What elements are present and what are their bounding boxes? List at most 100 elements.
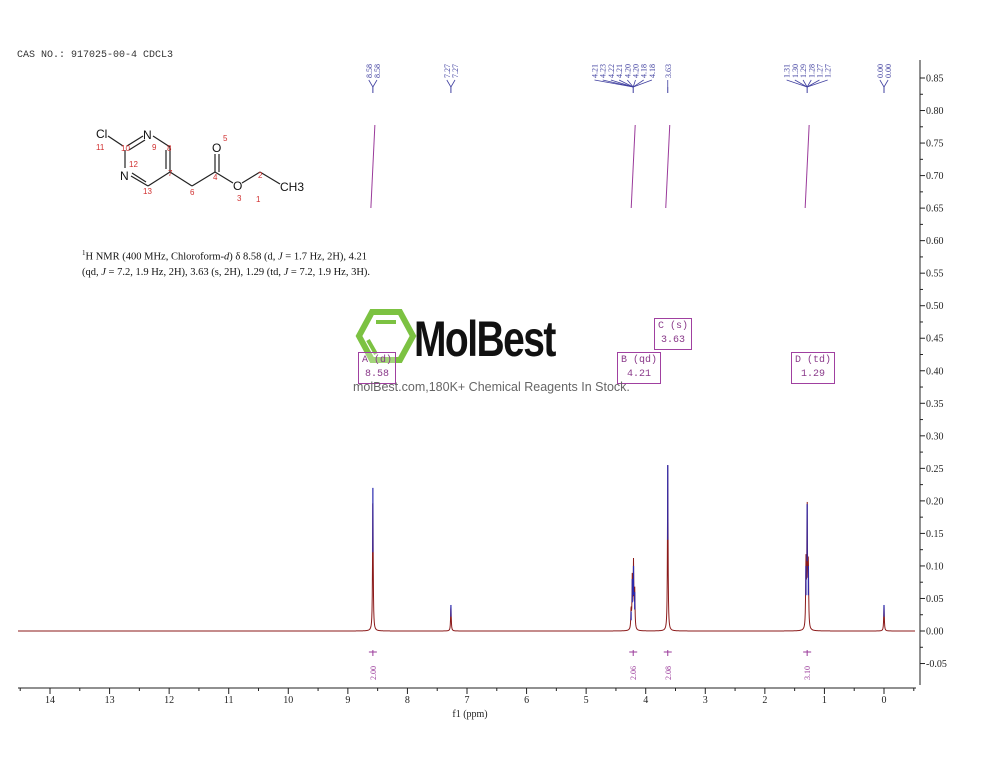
y-tick-label: 0.80 [926,106,944,117]
integral-value: 2.08 [664,666,673,680]
desc-text: H NMR (400 MHz, Chloroform- [85,251,225,263]
peak-shift-label: 8.58 [373,64,382,78]
peak-shift-label: 1.30 [791,64,800,78]
y-tick-label: 0.70 [926,171,944,182]
x-axis-label: f1 (ppm) [452,709,487,720]
peak-shift-label: 8.58 [365,64,374,78]
y-tick-label: 0.35 [926,399,944,410]
peak-label-connector [802,79,808,88]
integral-curve [630,124,636,209]
peak-label-connector [602,79,634,88]
integral-value: 3.10 [803,666,812,680]
multiplet-annotation: C (s) 3.63 [654,318,693,350]
atom-number: 3 [237,194,242,203]
desc-italic: J [101,266,106,278]
x-tick-label: 11 [224,695,234,706]
atom-number: 4 [213,173,218,182]
peak-shift-label: 1.29 [799,64,808,78]
x-tick-label: 0 [882,695,887,706]
atom-n12: N [120,169,129,183]
integral-value: 2.00 [369,666,378,680]
peak-shift-label: 0.00 [884,64,893,78]
peak-label-connector [806,79,820,88]
multiplet-shift: 8.58 [365,369,390,380]
y-tick-label: 0.45 [926,334,944,345]
peak-shift-label: 4.18 [648,64,657,78]
peak-shift-label: 1.27 [824,64,833,78]
atom-number: 6 [190,188,195,197]
cas-label: CAS NO.: 917025-00-4 CDCL3 [17,50,174,61]
multiplet-label: D (td) [795,355,832,366]
atom-cl: Cl [96,127,107,141]
peak-label-connector [632,79,636,88]
atom-ch3: CH3 [280,180,304,194]
peak-shift-label: 7.27 [443,64,452,78]
peak-shift-label: 1.28 [807,64,816,78]
y-tick-label: 0.30 [926,431,944,442]
desc-italic: d [224,251,230,263]
x-tick-label: 2 [762,695,767,706]
y-tick-label: 0.75 [926,139,944,150]
peak-label-connector [446,79,452,88]
atom-number: 11 [96,143,105,152]
peak-label-connector [883,79,889,88]
multiplet-annotation: D (td) 1.29 [791,352,836,384]
multiplet-shift: 1.29 [801,369,826,380]
atom-number: 10 [121,144,130,153]
multiplet-shift: 3.63 [661,335,686,346]
peak-label-connector [618,79,634,88]
peak-shift-label: 7.27 [451,64,460,78]
peak-shift-label: 4.20 [623,64,632,78]
x-tick-label: 12 [164,695,174,706]
atom-o5: O [212,141,221,155]
atom-number: 5 [223,134,228,143]
peak-shift-label: 0.00 [876,64,885,78]
y-tick-label: 0.60 [926,236,944,247]
x-tick-label: 6 [524,695,529,706]
x-tick-label: 9 [345,695,350,706]
atom-n9: N [143,128,152,142]
peak-label-connector [786,79,808,88]
peak-shift-label: 4.22 [607,64,616,78]
desc-text: ) δ 8.58 (d, [229,251,278,263]
peak-label-connector [372,79,378,88]
peak-label-connector [368,79,374,88]
peak-label-connector [632,79,644,88]
y-tick-label: 0.85 [926,74,944,85]
integral-curve [370,124,376,209]
desc-text: = 1.7 Hz, 2H), 4.21 (qd, [82,251,368,278]
peak-label-connector [450,79,456,88]
y-tick-label: -0.05 [926,659,947,670]
peak-shift-label: 4.21 [615,64,624,78]
peak-shift-label: 4.20 [632,64,641,78]
x-tick-label: 4 [643,695,648,706]
atom-number: 12 [129,160,138,169]
multiplet-shift: 4.21 [627,369,652,380]
atom-o3: O [233,179,242,193]
y-tick-label: 0.20 [926,496,944,507]
x-tick-label: 5 [584,695,589,706]
peak-label-connector [807,79,828,88]
y-tick-label: 0.55 [926,269,944,280]
peak-shift-label: 1.27 [815,64,824,78]
atom-number: 2 [258,171,263,180]
x-tick-label: 7 [465,695,470,706]
peak-shift-label: 3.63 [664,64,673,78]
peak-shift-label: 4.23 [599,64,608,78]
watermark-tagline: molBest.com,180K+ Chemical Reagents In S… [353,380,630,394]
peak-label-connector [610,79,634,88]
peak-label-connector [794,79,808,88]
nmr-description: 1H NMR (400 MHz, Chloroform-d) δ 8.58 (d… [82,246,382,280]
spectrum-trace [18,465,915,632]
x-tick-label: 1 [822,695,827,706]
integral-curve [665,124,671,209]
x-tick-label: 10 [283,695,293,706]
multiplet-label: B (qd) [621,355,658,366]
desc-text: = 7.2, 1.9 Hz, 3H). [288,266,371,278]
multiplet-label: C (s) [658,321,689,332]
peak-shift-label: 1.31 [783,64,792,78]
peak-label-connector [879,79,885,88]
atom-number: 8 [167,144,172,153]
